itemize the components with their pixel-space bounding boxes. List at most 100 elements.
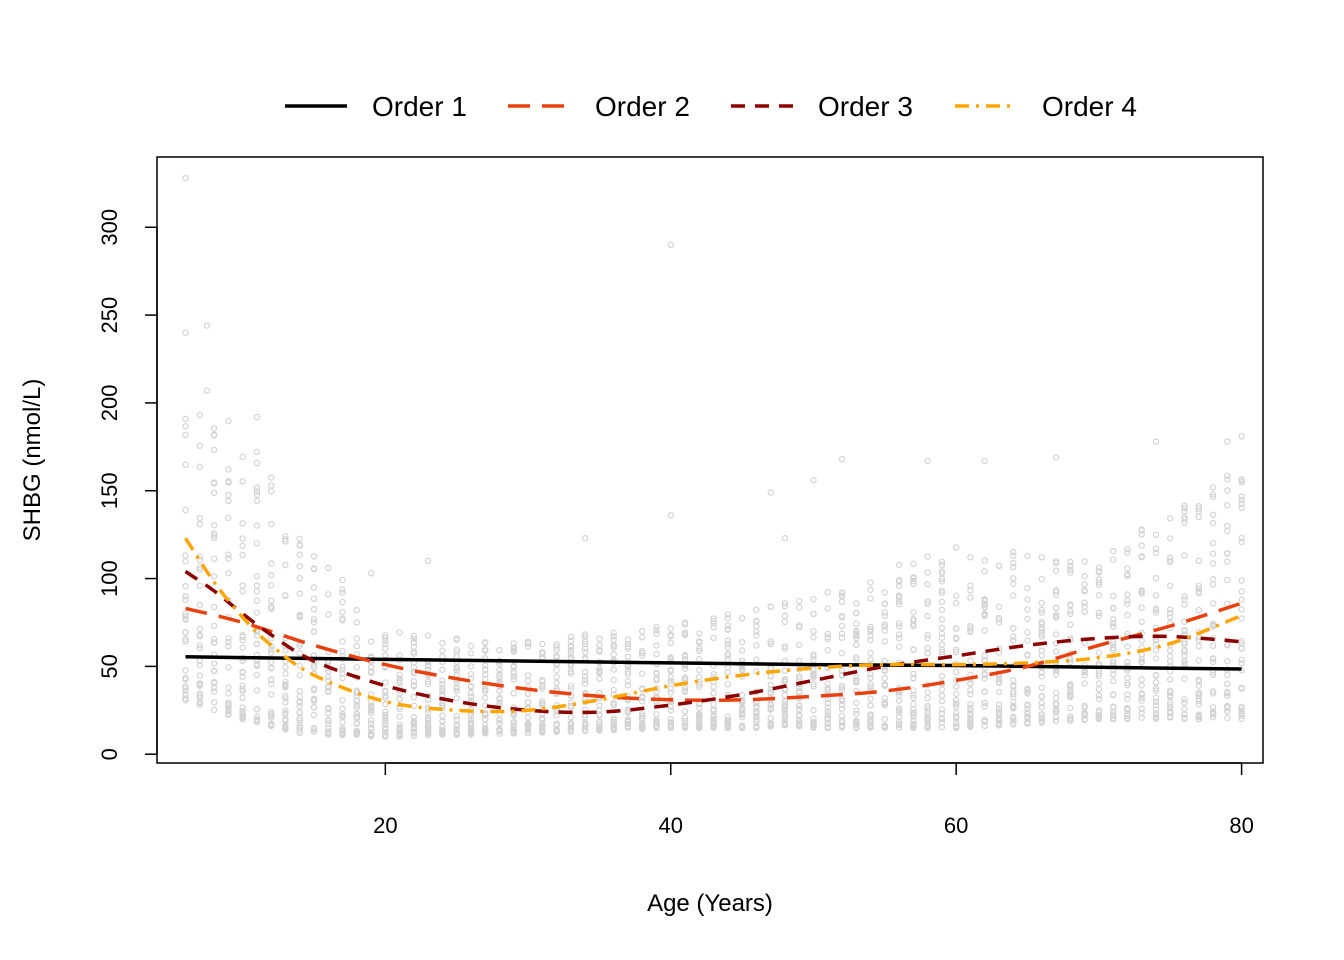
data-point: [567, 682, 575, 690]
data-point: [1052, 714, 1060, 721]
data-point: [268, 676, 275, 684]
data-point: [296, 551, 303, 558]
data-point: [339, 589, 346, 596]
data-point: [1109, 548, 1117, 555]
data-point: [581, 638, 589, 645]
data-point: [1238, 577, 1245, 584]
data-point: [225, 514, 232, 522]
data-point: [953, 592, 960, 600]
data-point: [924, 695, 931, 702]
data-point: [810, 596, 817, 603]
data-point: [382, 701, 389, 708]
data-point: [1067, 717, 1074, 724]
data-point: [596, 646, 603, 654]
data-point: [339, 710, 346, 718]
data-point: [567, 650, 575, 657]
data-point: [1095, 569, 1103, 576]
data-point: [596, 635, 603, 642]
data-point: [1124, 572, 1131, 580]
data-point: [1024, 709, 1031, 717]
data-point: [767, 705, 774, 712]
data-point: [1238, 703, 1245, 711]
data-point: [667, 724, 675, 732]
data-point: [268, 572, 275, 579]
data-point: [838, 705, 846, 712]
data-point: [1038, 669, 1046, 677]
data-point: [182, 635, 189, 643]
data-point: [396, 732, 403, 740]
data-point: [1095, 612, 1103, 620]
data-point: [524, 720, 532, 728]
data-point: [439, 685, 446, 692]
data-point: [210, 446, 218, 454]
data-point: [268, 680, 275, 688]
data-point: [1024, 701, 1031, 708]
data-point: [767, 603, 774, 610]
data-point: [1209, 655, 1217, 662]
data-point: [938, 641, 946, 648]
data-point: [753, 710, 760, 717]
data-point: [310, 711, 318, 719]
data-point: [753, 718, 760, 725]
data-point: [325, 731, 332, 738]
data-point: [325, 591, 332, 598]
data-point: [225, 555, 232, 562]
data-point: [510, 718, 517, 725]
data-point: [967, 554, 974, 561]
data-point: [1238, 656, 1245, 664]
data-point: [539, 676, 546, 684]
data-point: [853, 654, 860, 661]
data-point: [182, 667, 189, 674]
data-point: [667, 680, 675, 687]
data-point: [938, 587, 946, 594]
data-point: [439, 647, 446, 654]
data-point: [1052, 648, 1060, 655]
data-point: [1138, 590, 1145, 597]
data-point: [596, 706, 603, 714]
data-point: [1052, 717, 1060, 724]
data-point: [396, 705, 403, 713]
data-point: [1024, 552, 1031, 560]
data-point: [353, 606, 360, 614]
data-point: [981, 675, 988, 682]
data-point: [453, 725, 460, 733]
data-point: [1224, 680, 1231, 688]
data-point: [1038, 575, 1046, 583]
data-point: [196, 521, 203, 528]
data-point: [1181, 504, 1188, 512]
data-point: [838, 682, 846, 690]
data-point: [924, 705, 931, 712]
data-point: [539, 685, 546, 692]
data-point: [410, 724, 418, 731]
data-point: [581, 727, 589, 735]
data-point: [796, 712, 803, 719]
y-tick-label: 100: [97, 560, 122, 597]
data-point: [724, 669, 732, 676]
data-point: [681, 724, 689, 731]
data-point: [353, 635, 360, 642]
data-point: [524, 640, 532, 647]
data-point: [1010, 688, 1017, 695]
data-point: [810, 634, 817, 641]
data-point: [1024, 585, 1031, 592]
x-tick-label: 20: [373, 813, 397, 838]
data-point: [796, 604, 803, 611]
data-point: [610, 676, 617, 684]
data-point: [696, 710, 703, 717]
data-point: [753, 606, 760, 614]
data-point: [1010, 714, 1017, 722]
data-point: [953, 625, 960, 632]
data-point: [938, 589, 946, 596]
data-point: [667, 707, 675, 714]
data-point: [824, 724, 831, 731]
data-point: [1109, 691, 1117, 699]
legend-label-order-3: Order 3: [818, 91, 913, 122]
data-point: [282, 681, 289, 688]
data-point: [938, 686, 946, 693]
data-point: [239, 712, 246, 720]
data-point: [1181, 516, 1188, 523]
data-point: [1038, 693, 1046, 700]
data-point: [453, 729, 460, 736]
data-point: [753, 632, 760, 639]
data-point: [824, 680, 831, 687]
